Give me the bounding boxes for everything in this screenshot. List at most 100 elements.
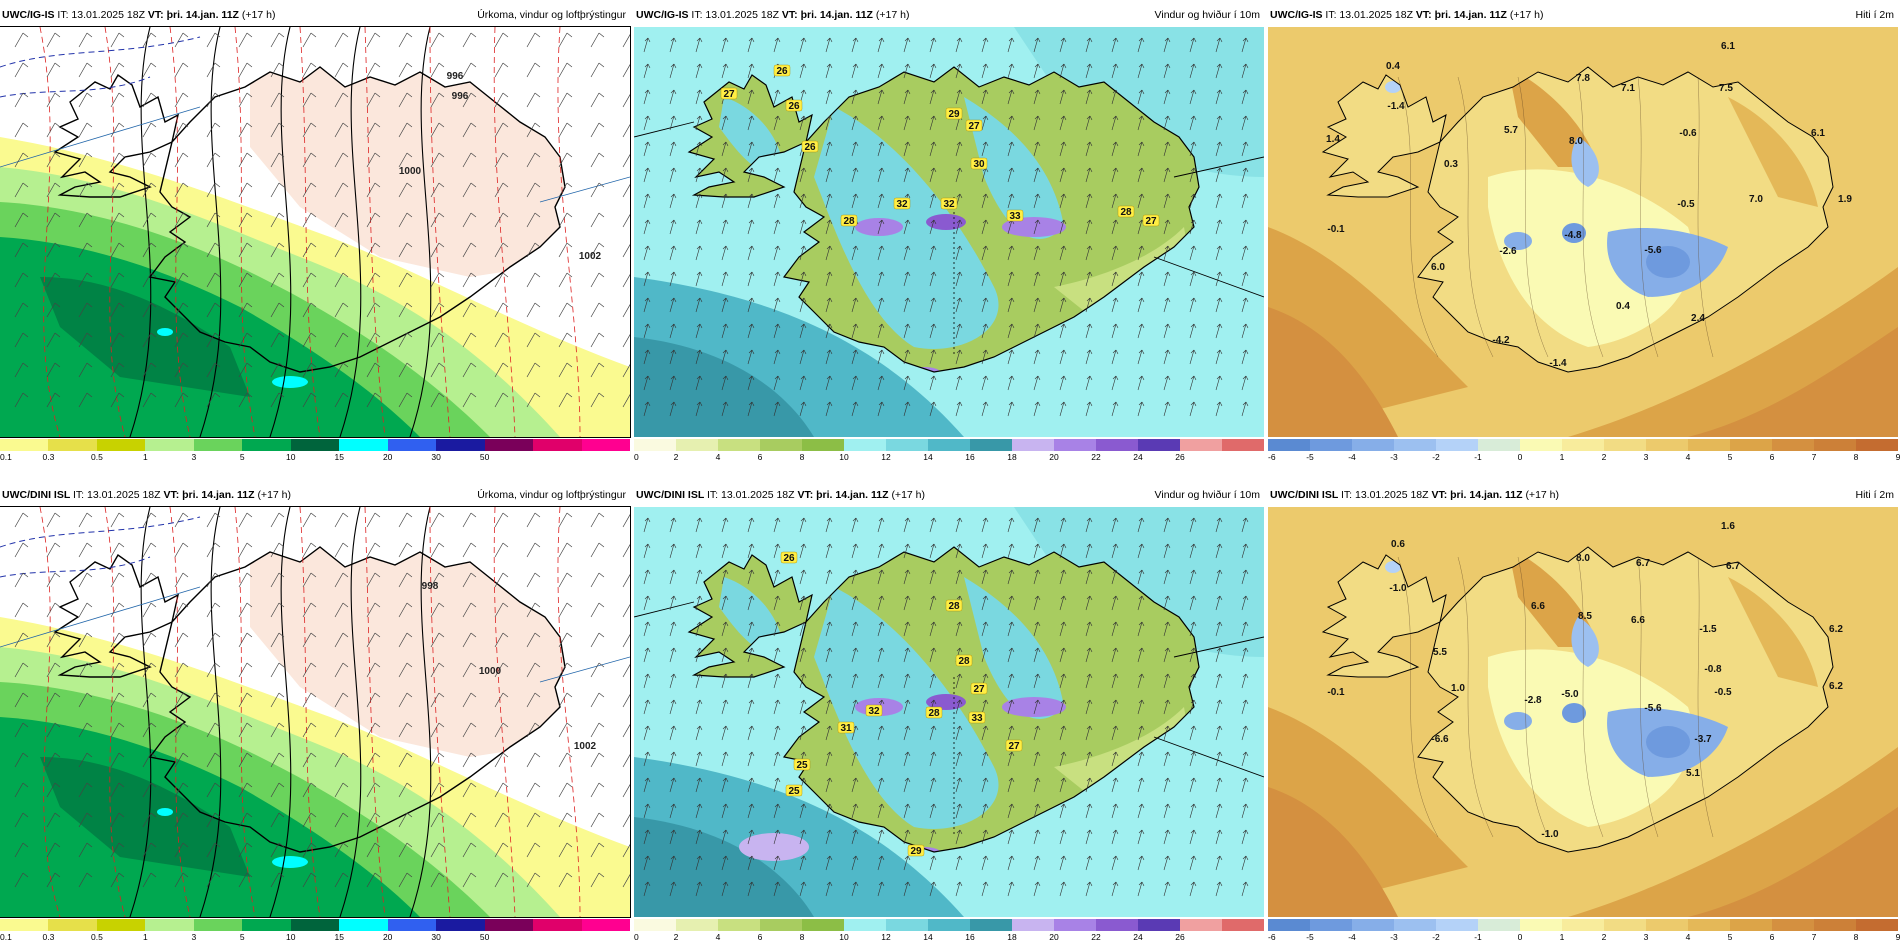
- svg-text:32: 32: [943, 199, 955, 210]
- svg-text:-1.0: -1.0: [1389, 583, 1407, 594]
- wind-speed-label: 28: [840, 214, 858, 227]
- colorbar-ticks: 0.1 0.3 0.5 1 3 5 10 15 20 30 50: [0, 932, 630, 943]
- model-name: UWC/DINI ISL: [2, 489, 73, 501]
- colorbar-swatch: [1180, 919, 1222, 931]
- colorbar-tick-label: 7: [1811, 932, 1817, 942]
- valid-time: þri. 14.jan. 11Z: [166, 9, 242, 21]
- colorbar-swatch: [387, 439, 437, 451]
- temperature-label: 0.6: [1391, 539, 1405, 550]
- forecast-map: 6.1 0.4 7.8 7.1 7.5 -1.4 5.7 8.0 -0.6 6.1 1.4 0.3 -0…: [1268, 27, 1898, 437]
- forecast-map: 26 27 26 29 27 26 30 32 32 33 28 28 27: [634, 27, 1264, 437]
- model-name: UWC/DINI ISL: [1270, 489, 1341, 501]
- colorbar-tick-label: 8: [1853, 452, 1859, 462]
- colorbar-swatch: [1138, 919, 1180, 931]
- isobar-label: 996: [447, 71, 464, 82]
- map-svg: 26 27 26 29 27 26 30 32 32 33 28 28 27: [634, 27, 1264, 437]
- colorbar-swatch: [339, 439, 388, 451]
- colorbar-tick-label: 26: [1175, 932, 1185, 942]
- map-svg: 6.1 0.4 7.8 7.1 7.5 -1.4 5.7 8.0 -0.6 6.1 1.4 0.3 -0…: [1268, 27, 1898, 437]
- wind-speed-label: 28: [945, 599, 963, 612]
- lead-time: (+17 h): [875, 9, 910, 21]
- svg-text:6.1: 6.1: [1811, 128, 1825, 139]
- wind-speed-label: 32: [940, 197, 958, 210]
- forecast-panel: UWC/DINI ISL IT: 13.01.2025 18Z VT: þri.…: [1268, 485, 1900, 942]
- svg-text:28: 28: [843, 216, 855, 227]
- wind-speed-label: 26: [801, 140, 819, 153]
- product-name: Vindur og hviður í 10m: [1154, 489, 1260, 501]
- forecast-map: 26 28 28 27 28 33 32 31 27 25 25 29: [634, 507, 1264, 917]
- colorbar-swatch: [844, 919, 886, 931]
- lead-time: (+17 h): [241, 9, 276, 21]
- colorbar-tick-label: 10: [839, 452, 849, 462]
- colorbar-tick-label: -3: [1390, 932, 1398, 942]
- model-name: UWC/IG-IS: [636, 9, 692, 21]
- svg-text:-0.8: -0.8: [1704, 664, 1722, 675]
- panel-title: UWC/DINI ISL IT: 13.01.2025 18Z VT: þri.…: [0, 485, 630, 505]
- colorbar-tick-label: 30: [431, 452, 441, 462]
- svg-text:-4.8: -4.8: [1564, 230, 1582, 241]
- svg-text:5.7: 5.7: [1504, 125, 1518, 136]
- colorbar-swatch: [1352, 919, 1394, 931]
- temperature-label: 0.3: [1444, 159, 1458, 170]
- svg-text:29: 29: [948, 109, 960, 120]
- temperature-label: 6.6: [1631, 615, 1645, 626]
- temperature-label: 6.1: [1811, 128, 1825, 139]
- colorbar-tick-label: -5: [1306, 932, 1314, 942]
- colorbar-swatch: [1688, 439, 1730, 451]
- svg-text:29: 29: [910, 846, 922, 857]
- svg-text:0.4: 0.4: [1616, 301, 1630, 312]
- colorbar-swatch: [96, 919, 146, 931]
- valid-time: þri. 14.jan. 11Z: [816, 489, 892, 501]
- colorbar-tick-label: 16: [965, 452, 975, 462]
- map-svg: 1.6 0.6 8.0 6.7 6.7 -1.0 6.6 8.5 6.6 -1.5 6.2 5.5 -0…: [1268, 507, 1898, 917]
- colorbar-tick-label: 4: [1685, 452, 1691, 462]
- svg-text:6.6: 6.6: [1631, 615, 1645, 626]
- colorbar-tick-label: 10: [839, 932, 849, 942]
- svg-text:996: 996: [447, 71, 464, 82]
- colorbar-swatch: [0, 919, 49, 931]
- init-time: IT: 13.01.2025 18Z: [706, 489, 798, 501]
- colorbar-tick-label: -5: [1306, 452, 1314, 462]
- colorbar-tick-label: 5: [239, 452, 245, 462]
- colorbar-tick-label: 0.1: [0, 452, 12, 462]
- colorbar-tick-label: 14: [923, 932, 933, 942]
- colorbar-tick-label: -4: [1348, 452, 1356, 462]
- colorbar-tick-label: -6: [1268, 452, 1276, 462]
- colorbar-swatch: [802, 439, 844, 451]
- temperature-label: -1.0: [1389, 583, 1407, 594]
- svg-text:26: 26: [804, 142, 816, 153]
- colorbar-tick-label: -2: [1432, 932, 1440, 942]
- init-time: IT: 13.01.2025 18Z: [1325, 9, 1416, 21]
- svg-text:28: 28: [948, 601, 960, 612]
- temperature-label: 5.7: [1504, 125, 1518, 136]
- svg-text:-6.6: -6.6: [1431, 734, 1449, 745]
- wind-speed-label: 31: [837, 721, 855, 734]
- colorbar-tick-label: 18: [1007, 452, 1017, 462]
- colorbar-swatch: [1520, 919, 1562, 931]
- wind-speed-label: 27: [1142, 214, 1160, 227]
- temperature-label: -5.6: [1644, 703, 1662, 714]
- svg-text:28: 28: [1120, 207, 1132, 218]
- svg-text:27: 27: [968, 121, 980, 132]
- panel-title: UWC/IG-IS IT: 13.01.2025 18Z VT: þri. 14…: [1268, 5, 1898, 25]
- map-svg: 26 28 28 27 28 33 32 31 27 25 25 29: [634, 507, 1264, 917]
- wind-speed-label: 28: [955, 654, 973, 667]
- temperature-label: 1.9: [1838, 194, 1852, 205]
- svg-text:6.2: 6.2: [1829, 681, 1843, 692]
- forecast-panel: UWC/DINI ISL IT: 13.01.2025 18Z VT: þri.…: [0, 485, 631, 943]
- colorbar-tick-label: 2: [673, 452, 679, 462]
- colorbar-swatch: [242, 919, 291, 931]
- colorbar-tick-label: 3: [191, 932, 197, 942]
- temperature-label: -1.4: [1387, 101, 1405, 112]
- colorbar-swatch: [1268, 439, 1310, 451]
- temperature-label: -0.5: [1677, 199, 1695, 210]
- svg-text:-0.5: -0.5: [1714, 687, 1732, 698]
- svg-text:-5.0: -5.0: [1561, 689, 1579, 700]
- colorbar-swatch: [290, 919, 340, 931]
- valid-time-label: VT:: [147, 9, 167, 21]
- svg-text:1.6: 1.6: [1721, 521, 1735, 532]
- colorbar-swatch: [970, 439, 1012, 451]
- colorbar-tick-label: 4: [1685, 932, 1691, 942]
- svg-text:26: 26: [783, 553, 795, 564]
- forecast-map: 996 996 1000 1002: [0, 26, 631, 438]
